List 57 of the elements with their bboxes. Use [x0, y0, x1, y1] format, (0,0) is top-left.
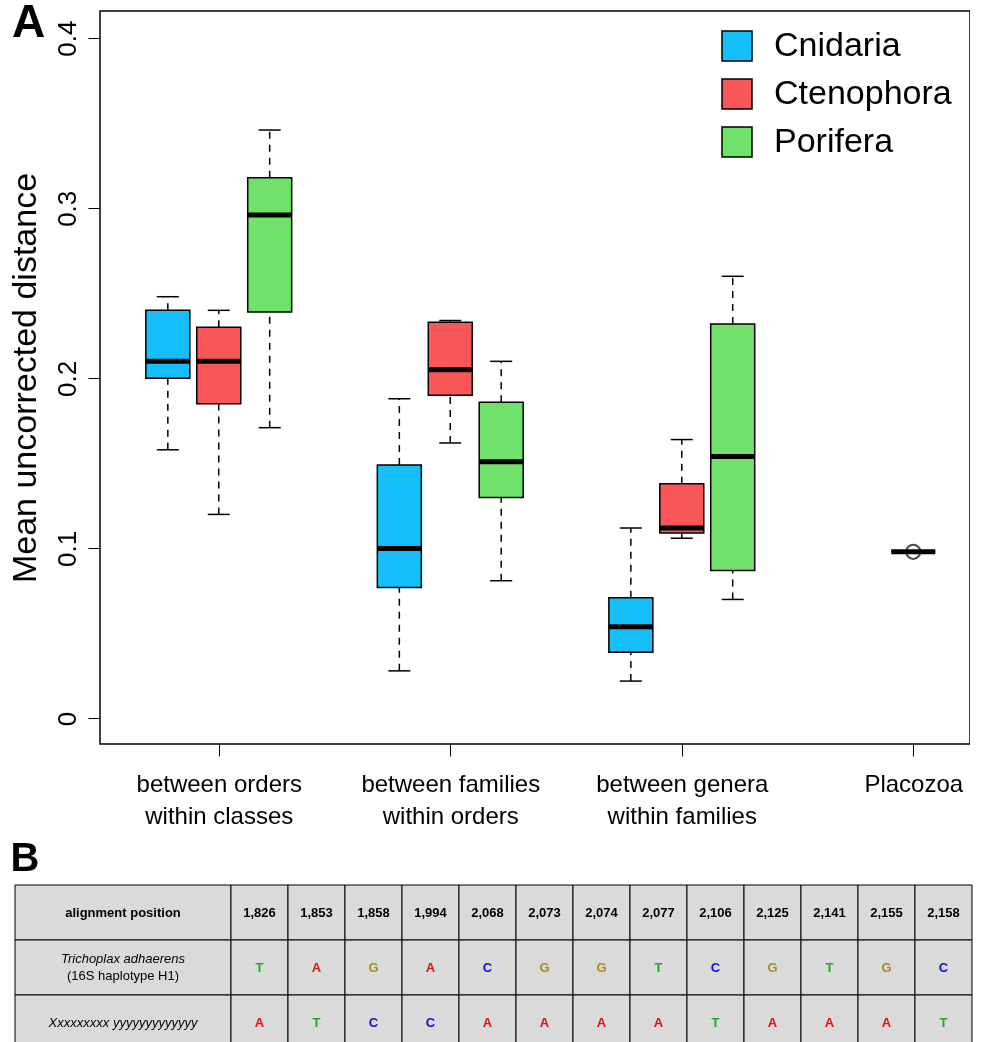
category-label: Trichoplax adhaerens (16S haplotype H1): [60, 951, 186, 983]
y-tick-label: 0.4: [51, 20, 82, 57]
text: A: [254, 1014, 265, 1030]
text: T: [654, 959, 663, 975]
x-tick-label: between orders within classes: [136, 769, 302, 829]
text: G: [539, 959, 550, 975]
text: A: [482, 1014, 493, 1030]
x-tick-label: between families within orders: [361, 769, 541, 829]
text: T: [255, 959, 264, 975]
text: G: [596, 959, 607, 975]
x-tick-label: 1,994: [414, 904, 448, 920]
x-tick-label: 2,074: [585, 904, 619, 920]
text: C: [710, 959, 721, 975]
text: T: [825, 959, 834, 975]
text: T: [312, 1014, 321, 1030]
text: C: [938, 959, 949, 975]
legend-label: Ctenophora: [774, 73, 952, 111]
x-tick-label: 1,858: [357, 904, 390, 920]
x-tick-label: between genera within families: [596, 769, 769, 829]
y-axis-title: Mean uncorrected distance: [4, 172, 43, 584]
x-tick-label: 2,155: [870, 904, 903, 920]
text: T: [711, 1014, 720, 1030]
text: G: [881, 959, 892, 975]
y-tick-label: Xxxxxxxxx yyyyyyyyyyyyy: [47, 1014, 199, 1030]
text: C: [368, 1014, 379, 1030]
text: G: [767, 959, 778, 975]
y-tick-label: 0.1: [51, 530, 82, 567]
text: A: [596, 1014, 607, 1030]
chart-title: A: [12, 0, 46, 47]
x-tick-label: 1,853: [300, 904, 333, 920]
x-tick-label: 2,141: [813, 904, 846, 920]
text: T: [939, 1014, 948, 1030]
y-tick-label: 0.2: [51, 360, 82, 397]
y-tick-label: 0.3: [51, 190, 82, 227]
text: A: [824, 1014, 835, 1030]
text: A: [425, 959, 436, 975]
legend-label: Cnidaria: [774, 25, 901, 63]
text: A: [311, 959, 322, 975]
x-axis-title: alignment position: [65, 904, 181, 920]
x-tick-label: 2,068: [471, 904, 504, 920]
text: A: [767, 1014, 778, 1030]
text: A: [881, 1014, 892, 1030]
x-tick-label: 2,073: [528, 904, 561, 920]
x-tick-label: Placozoa: [864, 769, 964, 797]
text: A: [539, 1014, 550, 1030]
x-tick-label: 1,826: [243, 904, 276, 920]
y-tick-label: 0: [51, 711, 82, 727]
chart-title: B: [10, 834, 40, 879]
text: C: [425, 1014, 436, 1030]
x-tick-label: 2,106: [699, 904, 732, 920]
legend-label: Porifera: [774, 121, 894, 159]
text: A: [653, 1014, 664, 1030]
text: G: [368, 959, 379, 975]
x-tick-label: 2,077: [642, 904, 675, 920]
x-tick-label: 2,125: [756, 904, 789, 920]
x-tick-label: 2,158: [927, 904, 960, 920]
text: C: [482, 959, 493, 975]
